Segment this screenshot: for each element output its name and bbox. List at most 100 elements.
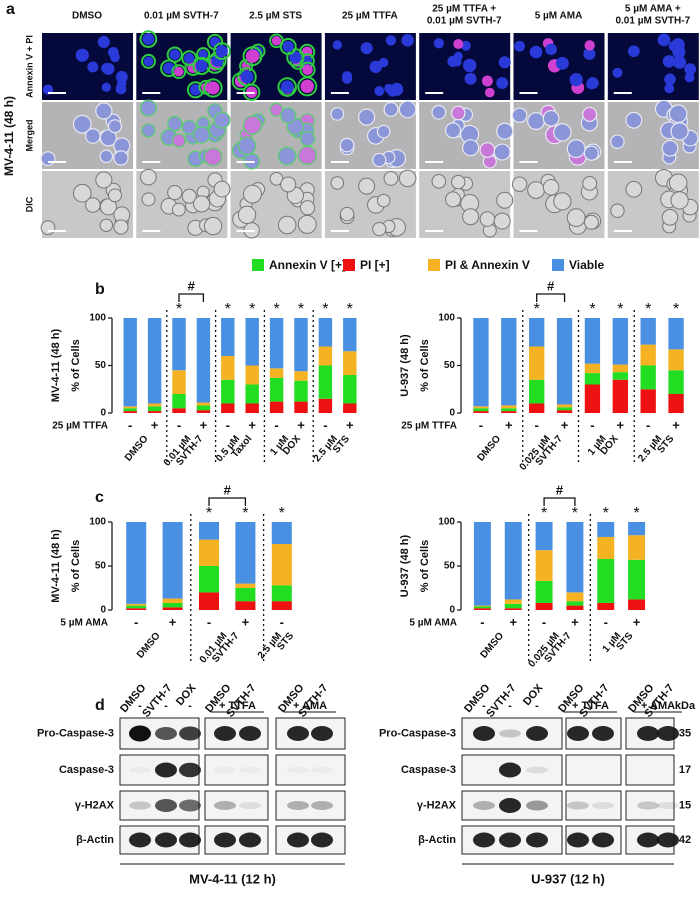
row-label: 25 µM TTFA: [401, 421, 457, 432]
protein-label: Caspase-3: [401, 764, 456, 776]
significance-mark: *: [617, 301, 623, 318]
bar-segment: [529, 403, 545, 413]
bracket-label: #: [224, 482, 232, 497]
x-tick-label: -: [207, 614, 211, 629]
bar-segment: [318, 398, 333, 413]
legend-label: PI [+]: [360, 258, 390, 272]
panel-label: a: [6, 1, 15, 18]
bar-segment: [597, 536, 615, 559]
cell: [339, 206, 355, 222]
cell-nucleus: [189, 84, 202, 96]
blot-band: [214, 801, 236, 810]
bar-segment: [473, 608, 491, 610]
cell-nucleus: [385, 35, 397, 46]
legend-swatch: [428, 259, 440, 271]
cell: [95, 171, 113, 189]
bracket: [178, 293, 205, 302]
cell-nucleus: [460, 40, 471, 51]
group-label: DMSO: [475, 433, 503, 463]
cell: [542, 179, 560, 196]
bar-segment: [172, 370, 186, 394]
bar-segment: [172, 394, 186, 409]
cell-ring: [299, 61, 316, 78]
protein-label: β-Actin: [418, 834, 456, 846]
x-tick-label: +: [571, 614, 579, 629]
cell-ring: [181, 50, 198, 67]
bar-segment: [235, 588, 256, 602]
cell: [479, 211, 496, 227]
bar-segment: [271, 601, 292, 610]
cell-nucleus: [240, 70, 254, 84]
x-tick-label: -: [590, 417, 594, 432]
bar-segment: [198, 566, 220, 593]
cell: [107, 119, 123, 134]
cell-nucleus: [447, 55, 459, 68]
cell-nucleus: [612, 67, 623, 78]
cell: [181, 119, 197, 135]
x-tick-label: +: [200, 417, 208, 432]
significance-mark: *: [298, 301, 304, 318]
side-label: U-937 (48 h): [399, 334, 411, 397]
cell-nucleus: [245, 49, 260, 63]
blot-background: [204, 754, 269, 786]
cell: [108, 188, 122, 203]
cell-nucleus: [115, 83, 127, 95]
protein-label: Pro-Caspase-3: [37, 727, 114, 739]
blot-caption: U-937 (12 h): [531, 871, 605, 886]
blot-band: [179, 726, 201, 741]
cell-ring: [242, 46, 263, 67]
bar-segment: [473, 406, 489, 409]
cell: [171, 202, 186, 217]
treatment-label: -: [482, 700, 486, 712]
cell: [141, 123, 156, 138]
bar-segment: [221, 379, 235, 404]
blot-band: [129, 725, 151, 742]
blot-band: [155, 832, 177, 848]
bar-segment: [271, 544, 292, 586]
cell: [193, 195, 211, 213]
protein-label: γ-H2AX: [75, 799, 115, 811]
blot-band: [129, 832, 151, 848]
x-tick-label: -: [128, 417, 132, 432]
bar-segment: [529, 346, 545, 380]
cell: [496, 122, 514, 140]
cell-ring: [192, 56, 211, 75]
bar-segment: [343, 375, 357, 404]
column-header: 5 µM AMA: [535, 11, 583, 22]
blot-band: [239, 766, 261, 774]
cell: [431, 173, 447, 189]
treatment-label: -: [138, 700, 142, 712]
cell: [451, 174, 466, 190]
cell-nucleus: [684, 63, 697, 75]
blot-band: [637, 832, 659, 848]
bar-segment: [504, 603, 522, 609]
blot-background: [204, 790, 269, 821]
cell: [553, 192, 572, 211]
bar-segment: [501, 411, 517, 413]
bar-segment: [612, 364, 628, 373]
cell-nucleus: [289, 51, 302, 64]
significance-mark: *: [176, 301, 182, 318]
y-tick-label: 100: [438, 517, 455, 528]
cell: [237, 136, 257, 156]
bracket-label: #: [547, 278, 555, 293]
bar-segment: [584, 373, 601, 385]
cell: [450, 105, 466, 121]
x-tick-label: -: [646, 417, 650, 432]
cell: [376, 193, 391, 208]
cell-nucleus: [360, 42, 373, 55]
bar-segment: [556, 404, 573, 408]
cell-nucleus: [206, 81, 220, 95]
significance-mark: *: [249, 301, 255, 318]
bar-segment: [501, 405, 517, 409]
cell-nucleus: [143, 56, 154, 67]
lane-label: DOX: [521, 682, 546, 708]
blot-band: [239, 802, 261, 809]
blot-background: [275, 717, 346, 750]
blot-background: [625, 790, 675, 821]
column-header: 25 µM TTFA: [342, 11, 398, 22]
row-label: 5 µM AMA: [60, 618, 108, 629]
x-tick-label: -: [280, 614, 284, 629]
cell-nucleus: [401, 34, 414, 47]
cell-ring: [213, 42, 231, 60]
